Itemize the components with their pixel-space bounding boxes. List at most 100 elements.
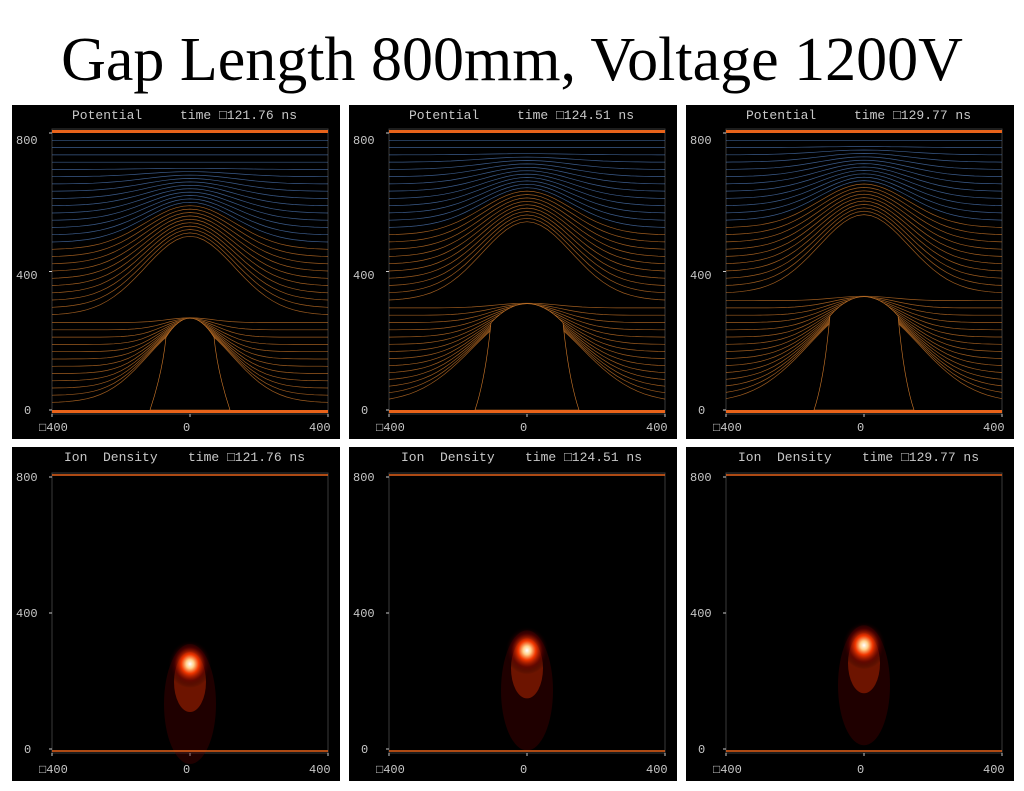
equipotential-line xyxy=(51,205,329,250)
equipotential-line xyxy=(388,173,666,199)
y-tick-label: 400 xyxy=(353,607,375,621)
streamer-channel xyxy=(813,296,915,411)
x-tick-label: □400 xyxy=(376,763,405,777)
equipotential-line xyxy=(725,170,1003,199)
equipotential-line xyxy=(388,200,666,257)
x-tick-label: 400 xyxy=(309,763,331,777)
equipotential-line xyxy=(388,166,666,185)
y-tick-label: 0 xyxy=(24,743,32,757)
equipotential-line xyxy=(388,187,666,228)
y-tick-label: 0 xyxy=(698,404,706,418)
equipotential-line xyxy=(51,235,329,315)
panel-header: Ion Density time □124.51 ns xyxy=(349,450,677,466)
panel-time: time □124.51 ns xyxy=(525,450,643,465)
x-tick-label: 400 xyxy=(309,421,331,435)
equipotential-line xyxy=(725,210,1003,286)
panel-time: time □121.76 ns xyxy=(188,450,306,465)
x-tick-label: 0 xyxy=(520,763,528,777)
potential-plot-2 xyxy=(386,128,666,417)
equipotential-line xyxy=(388,221,666,301)
equipotential-line xyxy=(725,153,1003,163)
panel-title: Ion Density xyxy=(64,450,158,465)
equipotential-line xyxy=(51,201,329,243)
equipotential-line xyxy=(52,317,328,323)
equipotential-line xyxy=(726,149,1002,156)
equipotential-line xyxy=(725,173,1003,206)
equipotential-line xyxy=(51,225,329,294)
equipotential-line xyxy=(51,178,329,192)
x-tick-label: 0 xyxy=(857,763,865,777)
y-tick-label: 0 xyxy=(361,404,369,418)
equipotential-line xyxy=(726,295,1002,302)
ion-density-plot-2 xyxy=(386,472,666,756)
equipotential-line xyxy=(388,183,666,221)
equipotential-line xyxy=(388,194,666,243)
bottom-electrode xyxy=(726,410,1002,413)
y-tick-label: 400 xyxy=(16,269,38,283)
equipotential-line xyxy=(52,167,328,170)
panel-header: Potential time □124.51 ns xyxy=(349,108,677,124)
equipotential-line xyxy=(388,197,666,250)
equipotential-line xyxy=(388,180,666,214)
x-tick-label: □400 xyxy=(713,763,742,777)
potential-panel-2: Potential time □124.51 ns 800 400 0 □400… xyxy=(349,105,677,439)
equipotential-line xyxy=(726,156,1002,170)
equipotential-line xyxy=(725,207,1003,279)
potential-panel-3: Potential time □129.77 ns 800 400 0 □400… xyxy=(686,105,1014,439)
equipotential-line xyxy=(51,212,329,265)
x-tick-label: □400 xyxy=(39,421,68,435)
equipotential-line xyxy=(51,229,329,301)
x-tick-label: 400 xyxy=(646,763,668,777)
panel-time: time □121.76 ns xyxy=(180,108,298,123)
equipotential-line xyxy=(51,184,329,207)
bottom-electrode xyxy=(389,410,665,413)
ion-density-plot-3 xyxy=(723,472,1003,756)
x-tick-label: □400 xyxy=(376,421,405,435)
equipotential-line xyxy=(388,160,666,170)
equipotential-line xyxy=(725,176,1003,214)
equipotential-line xyxy=(726,146,1002,148)
equipotential-line xyxy=(51,188,329,214)
equipotential-line xyxy=(388,177,666,207)
equipotential-line xyxy=(725,159,1003,177)
equipotential-line xyxy=(725,200,1003,265)
equipotential-line xyxy=(388,204,666,265)
equipotential-line xyxy=(51,208,329,257)
y-tick-label: 0 xyxy=(24,404,32,418)
equipotential-line xyxy=(389,156,665,163)
panel-title: Potential xyxy=(409,108,480,123)
y-tick-label: 400 xyxy=(690,607,712,621)
equipotential-line xyxy=(51,195,329,228)
equipotential-line xyxy=(51,215,329,272)
bottom-electrode xyxy=(52,410,328,413)
equipotential-line xyxy=(388,170,666,192)
slide-title: Gap Length 800mm, Voltage 1200V xyxy=(61,26,963,94)
panel-header: Potential time □121.76 ns xyxy=(12,108,340,124)
y-tick-label: 800 xyxy=(353,134,375,148)
x-tick-label: 0 xyxy=(183,421,191,435)
y-tick-label: 800 xyxy=(353,471,375,485)
x-tick-label: 0 xyxy=(183,763,191,777)
equipotential-line xyxy=(389,163,665,177)
ion-density-peak xyxy=(842,621,886,670)
equipotential-line xyxy=(725,163,1003,185)
equipotential-line xyxy=(725,166,1003,192)
panel-title: Ion Density xyxy=(738,450,832,465)
y-tick-label: 800 xyxy=(690,134,712,148)
y-tick-label: 400 xyxy=(690,269,712,283)
panel-header: Ion Density time □121.76 ns xyxy=(12,450,340,466)
panel-title: Potential xyxy=(72,108,143,123)
equipotential-line xyxy=(51,191,329,221)
x-tick-label: □400 xyxy=(39,763,68,777)
y-tick-label: 800 xyxy=(16,471,38,485)
equipotential-line xyxy=(388,207,666,272)
equipotential-line xyxy=(725,204,1003,272)
equipotential-line xyxy=(388,211,666,279)
panel-time: time □129.77 ns xyxy=(854,108,972,123)
y-tick-label: 800 xyxy=(16,134,38,148)
equipotential-line xyxy=(52,174,328,185)
streamer-channel xyxy=(474,303,580,411)
panel-time: time □129.77 ns xyxy=(862,450,980,465)
ion-density-panel-1: Ion Density time □121.76 ns 800 400 0 □4… xyxy=(12,447,340,781)
equipotential-line xyxy=(725,197,1003,257)
